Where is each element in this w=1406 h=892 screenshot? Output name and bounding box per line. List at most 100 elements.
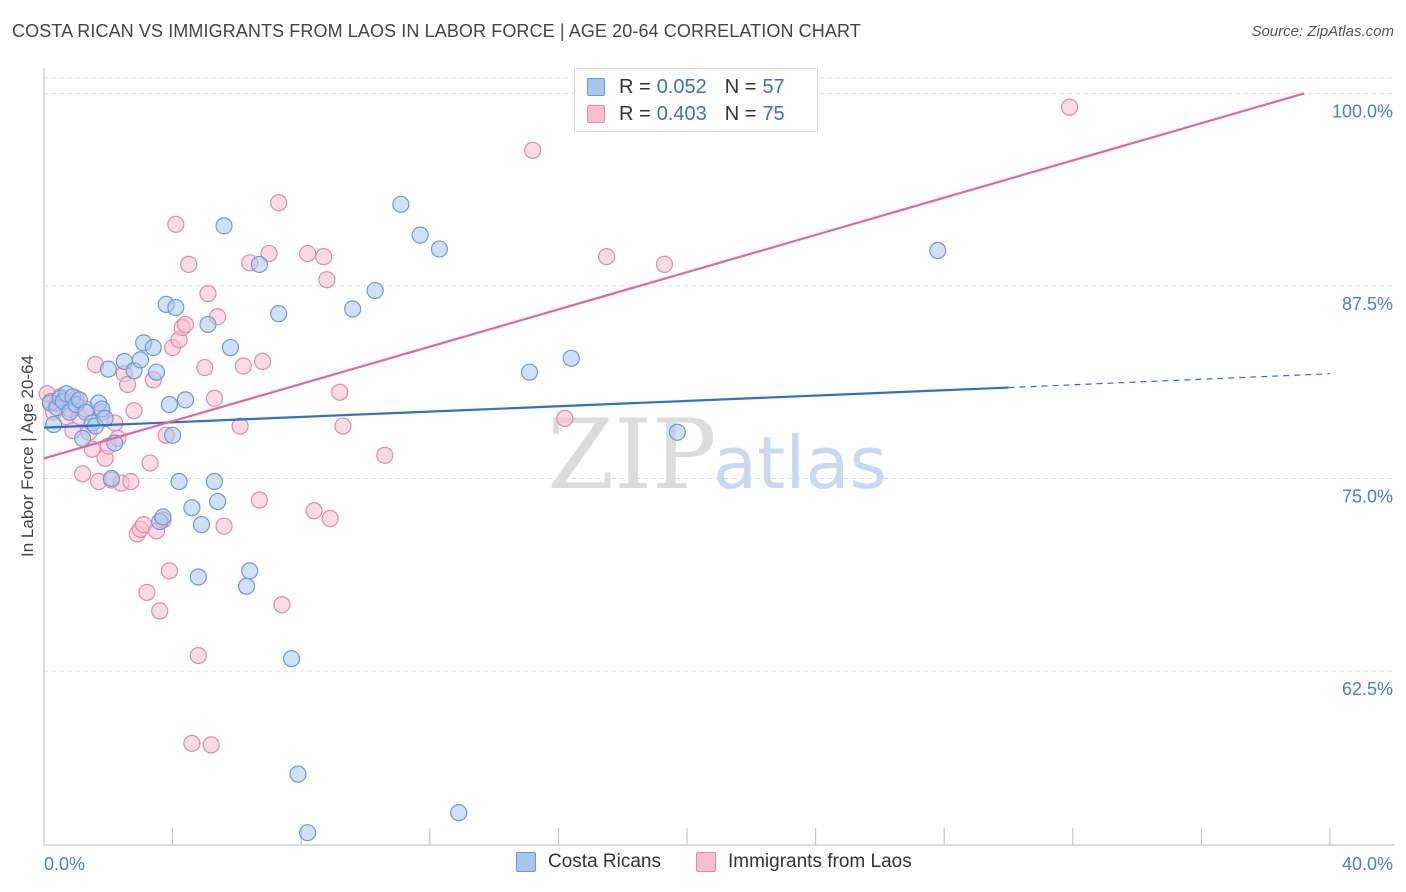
trend-lines [43, 92, 1331, 460]
legend-n-value: 75 [762, 102, 785, 125]
costa-rican-point [154, 508, 172, 526]
costa-rican-point [668, 423, 686, 441]
laos-point [260, 244, 278, 263]
y-tick-label: 87.5% [1342, 294, 1393, 314]
chart-title: COSTA RICAN VS IMMIGRANTS FROM LAOS IN L… [12, 21, 861, 41]
laos-point [122, 472, 140, 491]
costa-rican-point [131, 351, 150, 369]
costa-rican-point [289, 765, 307, 783]
laos-point [315, 248, 333, 266]
legend-swatch-pink [587, 105, 605, 123]
legend-item-label: Costa Ricans [548, 851, 661, 872]
legend-row-costa-rican: R = 0.052 N = 57 [587, 76, 785, 98]
costa-rican-point [144, 338, 162, 357]
costa-rican-point [520, 363, 539, 381]
costa-rican-point [45, 415, 63, 434]
laos-point [273, 596, 291, 614]
laos-point [180, 255, 198, 273]
laos-point [176, 315, 195, 334]
costa-rican-point [562, 349, 580, 367]
laos-point [138, 583, 156, 602]
legend-r-value: 0.052 [656, 75, 707, 98]
laos-point [205, 389, 223, 407]
costa-rican-point [183, 499, 201, 517]
source-label: Source: ZipAtlas.com [1251, 23, 1394, 40]
legend-r-label: R = [619, 75, 651, 98]
y-tick-label: 62.5% [1342, 679, 1393, 699]
costa-rican-trend-extension [1008, 373, 1331, 389]
costa-rican-point [160, 395, 178, 414]
legend-n-value: 57 [762, 75, 785, 98]
laos-point [196, 358, 214, 377]
x-tick-label: 40.0% [1342, 854, 1393, 874]
legend-r-value: 0.403 [656, 102, 707, 125]
laos-point [189, 646, 207, 665]
costa-rican-point [450, 804, 468, 822]
laos-point [151, 602, 169, 620]
costa-rican-point [199, 315, 217, 334]
legend-item-label: Immigrants from Laos [728, 851, 912, 872]
costa-rican-point [221, 338, 240, 357]
costa-rican-point [170, 472, 188, 491]
costa-rican-point [366, 281, 384, 300]
costa-rican-point [237, 577, 256, 595]
legend-n-label: N = [724, 102, 757, 125]
laos-point [215, 517, 233, 535]
legend-item-costa-ricans[interactable]: Costa Ricans [516, 851, 661, 873]
laos-point [199, 285, 217, 303]
costa-rican-point [99, 360, 117, 378]
laos-point [231, 417, 249, 435]
series-legend: Costa Ricans Immigrants from Laos [0, 851, 1406, 877]
laos-point [234, 357, 252, 375]
laos-point [376, 446, 394, 464]
watermark-zip: ZIP [547, 399, 716, 511]
tick-labels: 100.0% 87.5% 75.0% 62.5% 0.0% 40.0% [44, 101, 1393, 874]
laos-point [299, 244, 317, 263]
laos-point [183, 734, 201, 752]
costa-rican-point [241, 562, 259, 580]
series-costa-rican-points [41, 195, 947, 842]
laos-point [73, 465, 92, 483]
legend-r-label: R = [619, 102, 651, 125]
laos-point [556, 409, 574, 427]
costa-rican-point [176, 391, 195, 409]
y-tick-label: 100.0% [1332, 101, 1393, 121]
laos-point [321, 509, 339, 528]
costa-rican-point [215, 217, 233, 235]
laos-point [305, 502, 323, 520]
costa-rican-point [344, 300, 362, 318]
costa-rican-point [192, 516, 211, 534]
costa-rican-point [73, 429, 92, 447]
costa-rican-point [189, 568, 207, 586]
costa-rican-point [96, 409, 114, 427]
laos-point [118, 375, 137, 394]
legend-n-label: N = [724, 75, 757, 98]
laos-point [334, 417, 352, 435]
costa-rican-point [270, 305, 288, 323]
laos-point [1060, 98, 1079, 116]
legend-swatch-pink [696, 852, 716, 872]
costa-rican-point [164, 426, 182, 444]
costa-rican-point [250, 255, 269, 273]
costa-rican-point [167, 298, 185, 317]
laos-point [254, 352, 272, 370]
legend-item-laos[interactable]: Immigrants from Laos [696, 851, 912, 873]
laos-point [598, 248, 616, 266]
x-tick-label: 0.0% [44, 854, 85, 874]
laos-point [167, 215, 185, 233]
y-tick-label: 75.0% [1342, 486, 1393, 506]
legend-swatch-blue [516, 852, 536, 872]
legend-row-laos: R = 0.403 N = 75 [587, 103, 785, 125]
legend-swatch-blue [587, 78, 605, 96]
costa-rican-point [102, 469, 121, 488]
costa-rican-point [392, 195, 410, 213]
costa-rican-point [147, 363, 166, 381]
watermark-atlas: atlas [713, 421, 887, 505]
stats-legend: R = 0.052 N = 57 R = 0.403 N = 75 [574, 68, 818, 132]
costa-rican-trend-line [43, 386, 1009, 429]
costa-rican-point [411, 226, 429, 244]
laos-point [655, 255, 674, 273]
laos-point [202, 736, 220, 754]
costa-rican-point [929, 241, 947, 260]
